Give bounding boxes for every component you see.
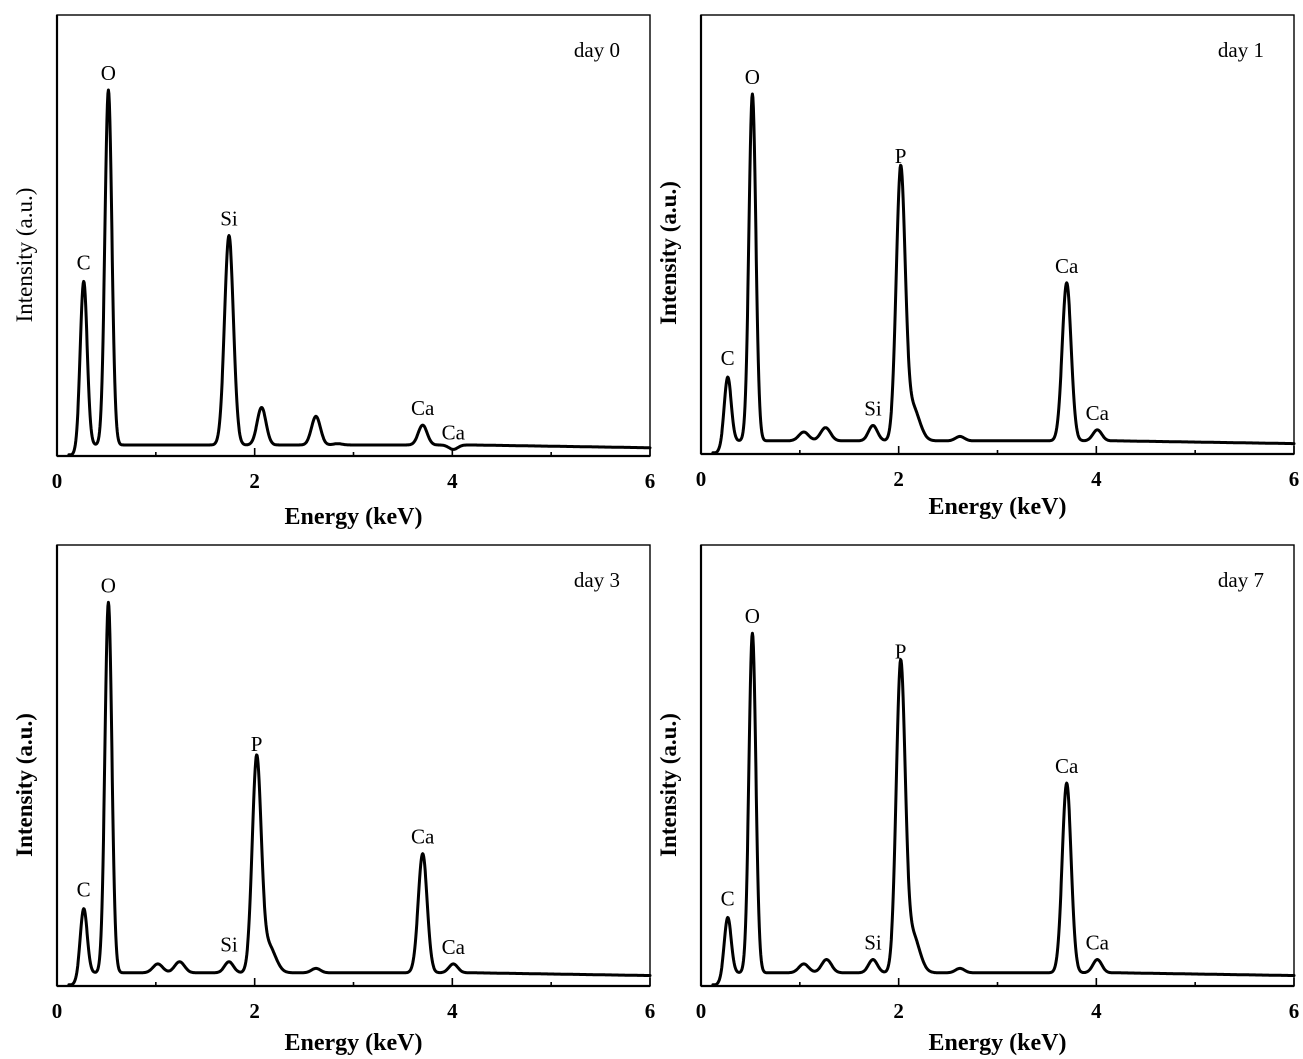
peak-label-o: O [745,604,760,628]
peak-label-si: Si [864,931,882,955]
peak-label-ca: Ca [1086,401,1110,425]
x-tick-label: 0 [696,467,707,491]
x-axis-label: Energy (keV) [929,1030,1067,1056]
plot-frame [700,14,1295,455]
peak-label-c: C [77,251,91,275]
peak-label-p: P [895,144,907,168]
peak-label-si: Si [220,207,238,231]
x-tick-label: 2 [249,469,260,493]
x-tick-label: 2 [249,999,260,1023]
peak-label-p: P [251,732,263,756]
x-axis-label: Energy (keV) [285,504,423,530]
day-annotation: day 0 [574,38,620,62]
spectrum-line [67,88,652,457]
plot-frame [56,14,651,457]
peak-label-ca: Ca [442,935,466,959]
peak-label-c: C [721,346,735,370]
y-axis-label: Intensity (a.u.) [12,713,37,857]
panel-1: 0 2 4 6 Energy (keV) Intensity (a.u.) day 1 C O S… [656,14,1300,520]
panel-2: 0 2 4 6 Energy (keV) Intensity (a.u.) day 3 C O S… [12,544,656,1056]
peak-label-ca: Ca [442,420,466,444]
peak-label-o: O [101,573,116,597]
peak-label-c: C [721,886,735,910]
x-tick-label: 0 [52,469,63,493]
spectrum-line [711,631,1296,987]
y-axis-label: Intensity (a.u.) [656,181,681,325]
day-annotation: day 7 [1218,568,1264,592]
x-tick-label: 4 [1091,999,1102,1023]
plot-frame [56,544,651,987]
peak-label-si: Si [864,396,882,420]
peak-label-o: O [101,61,116,85]
x-tick-label: 6 [645,469,656,493]
x-tick-label: 6 [645,999,656,1023]
x-tick-label: 4 [1091,467,1102,491]
plot-frame [700,544,1295,987]
day-annotation: day 1 [1218,38,1264,62]
peak-label-si: Si [220,933,238,957]
peak-label-c: C [77,878,91,902]
spectrum-line [67,600,652,987]
panel-0: 0 2 4 6 Energy (keV) Intensity (a.u.) day 0 C O S… [12,14,656,530]
y-axis-label: Intensity (a.u.) [12,188,37,323]
x-tick-label: 0 [696,999,707,1023]
peak-label-p: P [895,639,907,663]
x-tick-label: 4 [447,469,458,493]
spectrum-line [711,92,1296,455]
day-annotation: day 3 [574,568,620,592]
peak-label-ca: Ca [1086,931,1110,955]
peak-label-ca: Ca [411,396,435,420]
y-axis-label: Intensity (a.u.) [656,713,681,857]
x-axis-label: Energy (keV) [929,494,1067,520]
peak-label-ca: Ca [1055,754,1079,778]
x-tick-label: 4 [447,999,458,1023]
x-tick-label: 2 [893,999,904,1023]
x-tick-label: 6 [1289,467,1300,491]
peak-label-o: O [745,65,760,89]
x-axis-label: Energy (keV) [285,1030,423,1056]
peak-label-ca: Ca [1055,254,1079,278]
panel-3: 0 2 4 6 Energy (keV) Intensity (a.u.) day 7 C O S… [656,544,1300,1056]
x-tick-label: 2 [893,467,904,491]
x-tick-label: 6 [1289,999,1300,1023]
peak-label-ca: Ca [411,825,435,849]
x-tick-label: 0 [52,999,63,1023]
